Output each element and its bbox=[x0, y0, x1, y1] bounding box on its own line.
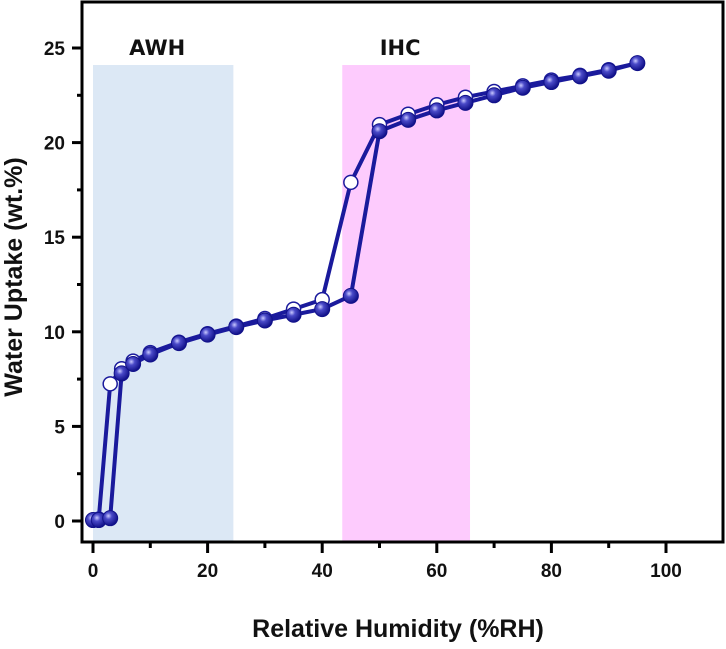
adsorption-point bbox=[514, 79, 531, 96]
adsorption-point bbox=[629, 55, 646, 72]
adsorption-point bbox=[428, 102, 445, 119]
plot-axes bbox=[80, 0, 725, 544]
adsorption-point bbox=[285, 306, 302, 323]
adsorption-point bbox=[400, 111, 417, 128]
adsorption-point bbox=[125, 355, 142, 372]
adsorption-point bbox=[543, 74, 560, 91]
adsorption-point bbox=[457, 94, 474, 111]
adsorption-point bbox=[199, 326, 216, 343]
adsorption-point bbox=[228, 319, 245, 336]
y-axis-ticks: 0 5 10 15 20 25 bbox=[44, 39, 82, 533]
x-tick-label: 0 bbox=[88, 561, 99, 582]
adsorption-point bbox=[314, 301, 331, 318]
x-tick-label: 20 bbox=[197, 561, 218, 582]
y-tick-label: 25 bbox=[44, 39, 66, 60]
plot-frame bbox=[80, 0, 725, 544]
adsorption-point bbox=[256, 312, 273, 329]
x-axis-title: Relative Humidity (%RH) bbox=[252, 615, 544, 643]
desorption-point bbox=[102, 376, 118, 392]
y-tick-label: 20 bbox=[44, 134, 65, 155]
x-tick-label: 40 bbox=[312, 561, 333, 582]
x-axis-ticks: 0 20 40 60 80 100 bbox=[88, 542, 682, 582]
y-tick-label: 10 bbox=[44, 323, 65, 344]
adsorption-point bbox=[113, 365, 130, 382]
band-label-ihc: IHC bbox=[380, 36, 421, 60]
adsorption-point bbox=[142, 346, 159, 363]
adsorption-point bbox=[170, 335, 187, 352]
adsorption-point bbox=[371, 123, 388, 140]
band-labels: AWH IHC bbox=[129, 36, 420, 60]
desorption-point bbox=[343, 174, 359, 191]
adsorption-point bbox=[102, 510, 119, 527]
adsorption-point bbox=[600, 62, 617, 79]
adsorption-markers bbox=[85, 55, 646, 529]
y-tick-label: 0 bbox=[54, 512, 65, 533]
band-label-awh: AWH bbox=[129, 36, 185, 60]
highlight-bands bbox=[93, 65, 471, 542]
adsorption-point bbox=[572, 68, 589, 85]
adsorption-point bbox=[486, 87, 503, 104]
adsorption-point bbox=[342, 287, 359, 304]
y-tick-label: 15 bbox=[44, 228, 66, 249]
x-tick-label: 80 bbox=[541, 561, 562, 582]
y-axis-title: Water Uptake (wt.%) bbox=[0, 157, 28, 396]
band-ihc bbox=[342, 65, 471, 542]
x-tick-label: 60 bbox=[426, 561, 447, 582]
y-tick-label: 5 bbox=[54, 417, 65, 438]
x-tick-label: 100 bbox=[650, 561, 682, 582]
